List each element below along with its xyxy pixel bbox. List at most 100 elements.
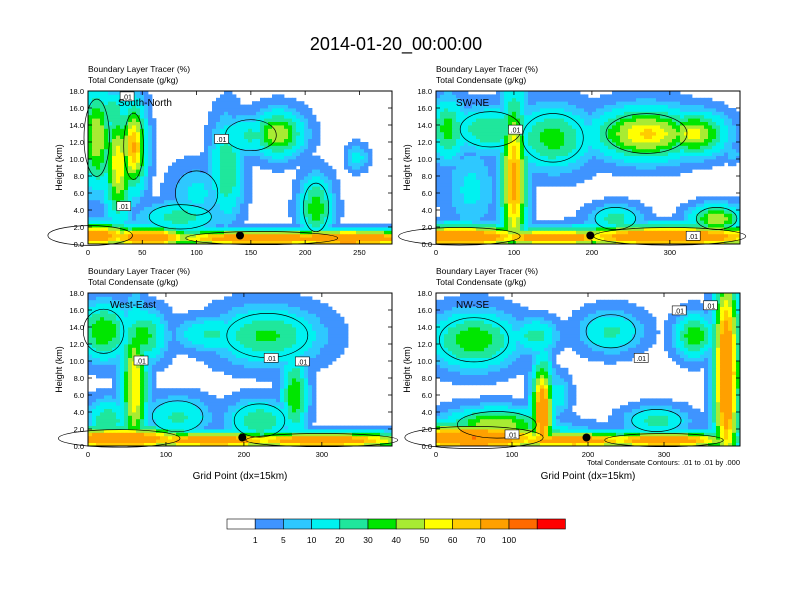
heatmap-cell <box>136 152 141 156</box>
heatmap-cell <box>616 227 621 231</box>
heatmap-cell <box>564 169 569 173</box>
heatmap-cell <box>696 165 701 170</box>
heatmap-cell <box>524 155 529 160</box>
heatmap-cell <box>228 125 233 129</box>
heatmap-cell <box>188 179 193 184</box>
heatmap-cell <box>100 210 105 214</box>
heatmap-cell <box>344 233 349 238</box>
heatmap-cell <box>484 193 489 197</box>
heatmap-cell <box>732 210 737 214</box>
heatmap-cell <box>612 111 617 116</box>
heatmap-cell <box>100 182 105 187</box>
heatmap-cell <box>580 121 585 126</box>
heatmap-cell <box>700 216 705 221</box>
heatmap-cell <box>500 108 505 112</box>
heatmap-cell <box>672 135 677 139</box>
heatmap-cell <box>168 230 173 235</box>
y-tick-label: 0.0 <box>74 240 84 249</box>
heatmap-cell <box>456 233 461 238</box>
heatmap-cell <box>440 128 445 133</box>
heatmap-cell <box>476 159 481 163</box>
heatmap-cell <box>376 223 381 228</box>
heatmap-cell <box>228 233 233 238</box>
heatmap-cell <box>236 118 241 122</box>
heatmap-cell <box>640 227 645 231</box>
heatmap-cell <box>304 111 309 116</box>
heatmap-cell <box>436 131 441 136</box>
heatmap-cell <box>120 182 125 187</box>
heatmap-cell <box>320 213 325 218</box>
heatmap-cell <box>300 223 305 228</box>
heatmap-cell <box>708 131 713 136</box>
heatmap-cell <box>524 189 529 194</box>
heatmap-cell <box>272 227 277 231</box>
heatmap-cell <box>728 203 733 207</box>
heatmap-cell <box>304 104 309 109</box>
heatmap-cell <box>648 220 653 224</box>
heatmap-cell <box>676 125 681 129</box>
heatmap-cell <box>204 169 209 173</box>
heatmap-cell <box>704 220 709 224</box>
heatmap-cell <box>128 162 133 167</box>
heatmap-cell <box>472 114 477 119</box>
heatmap-cell <box>352 145 357 150</box>
heatmap-cell <box>208 128 213 133</box>
heatmap-cell <box>364 148 369 153</box>
heatmap-cell <box>248 138 253 143</box>
heatmap-cell <box>348 152 353 156</box>
heatmap-cell <box>712 145 717 150</box>
heatmap-cell <box>240 159 245 163</box>
heatmap-cell <box>196 193 201 197</box>
heatmap-cell <box>536 125 541 129</box>
heatmap-cell <box>96 162 101 167</box>
heatmap-cell <box>244 104 249 109</box>
heatmap-cell <box>572 176 577 180</box>
heatmap-cell <box>632 199 637 204</box>
heatmap-cell <box>732 199 737 204</box>
heatmap-cell <box>668 114 673 119</box>
heatmap-cell <box>592 114 597 119</box>
heatmap-cell <box>560 165 565 170</box>
heatmap-cell <box>320 182 325 187</box>
heatmap-cell <box>652 114 657 119</box>
heatmap-cell <box>208 220 213 224</box>
heatmap-cell <box>668 152 673 156</box>
heatmap-cell <box>292 216 297 221</box>
heatmap-cell <box>196 220 201 224</box>
heatmap-cell <box>124 179 129 184</box>
heatmap-cell <box>240 121 245 126</box>
heatmap-cell <box>484 230 489 235</box>
heatmap-cell <box>96 189 101 194</box>
heatmap-cell <box>208 199 213 204</box>
heatmap-cell <box>280 240 285 245</box>
heatmap-cell <box>576 121 581 126</box>
heatmap-cell <box>480 203 485 207</box>
heatmap-cell <box>588 176 593 180</box>
heatmap-cell <box>364 169 369 173</box>
heatmap-cell <box>284 142 289 146</box>
heatmap-cell <box>260 233 265 238</box>
heatmap-cell <box>588 121 593 126</box>
heatmap-cell <box>324 210 329 214</box>
heatmap-cell <box>648 206 653 211</box>
heatmap-cell <box>640 213 645 218</box>
heatmap-cell <box>128 104 133 109</box>
heatmap-cell <box>460 230 465 235</box>
heatmap-cell <box>140 152 145 156</box>
heatmap-cell <box>284 240 289 245</box>
heatmap-cell <box>232 111 237 116</box>
heatmap-cell <box>564 223 569 228</box>
heatmap-cell <box>220 176 225 180</box>
heatmap-cell <box>616 121 621 126</box>
heatmap-cell <box>244 169 249 173</box>
heatmap-cell <box>292 148 297 153</box>
heatmap-cell <box>612 155 617 160</box>
heatmap-cell <box>672 128 677 133</box>
heatmap-cell <box>612 148 617 153</box>
heatmap-cell <box>732 125 737 129</box>
heatmap-cell <box>312 223 317 228</box>
heatmap-cell <box>260 97 265 102</box>
heatmap-cell <box>308 108 313 112</box>
heatmap-cell <box>632 227 637 231</box>
heatmap-cell <box>468 128 473 133</box>
